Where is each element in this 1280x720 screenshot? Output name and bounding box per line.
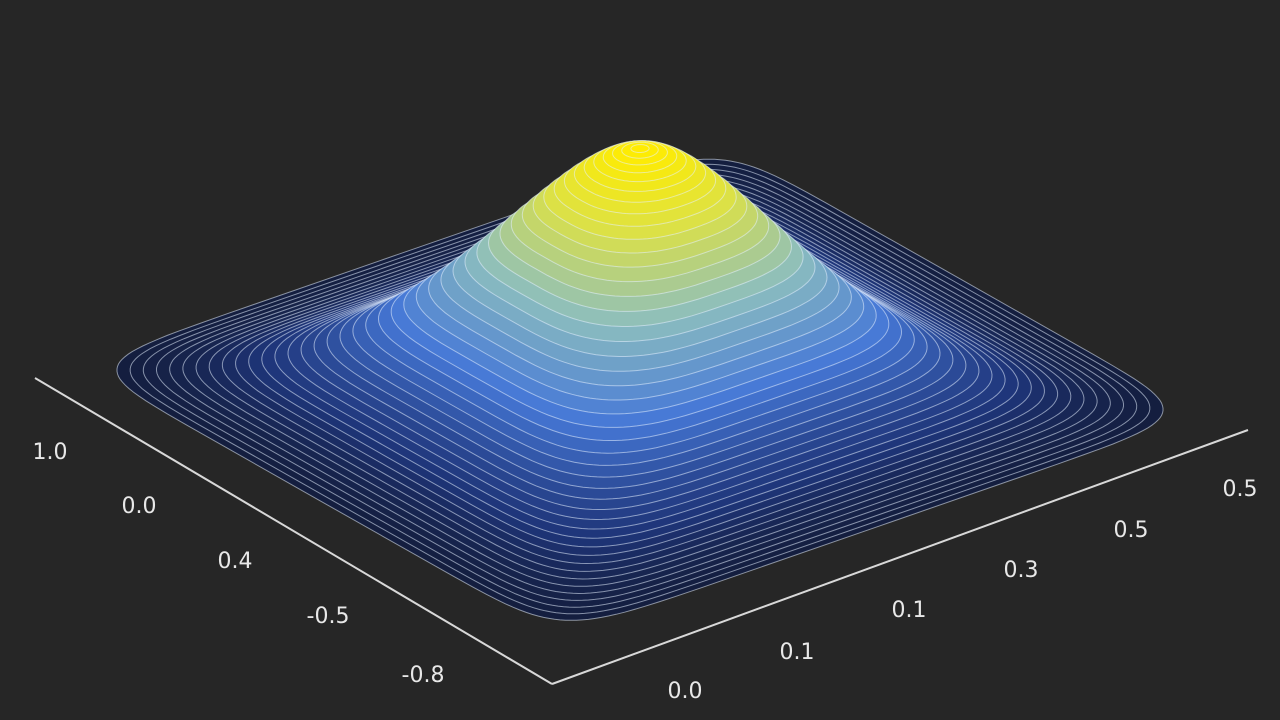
left-axis-label: 1.0 [33,440,68,465]
left-axis-label: 0.0 [122,494,157,519]
right-axis-label: 0.3 [1004,558,1039,583]
left-axis-label: -0.5 [307,604,350,629]
left-axis [34,377,553,685]
right-axis-label: 0.5 [1223,477,1258,502]
contour [630,144,650,153]
right-axis-label: 0.0 [668,679,703,704]
left-axis-label: 0.4 [218,549,253,574]
axis-labels: 1.0 0.0 0.4 -0.5 -0.8 0.0 0.1 0.1 0.3 0.5 0.5 [33,440,1258,704]
right-axis-label: 0.1 [892,598,927,623]
right-axis-label: 0.1 [780,640,815,665]
surface [116,140,1164,621]
right-axis-label: 0.5 [1114,518,1149,543]
left-axis-label: -0.8 [402,663,445,688]
right-axis [551,429,1249,685]
